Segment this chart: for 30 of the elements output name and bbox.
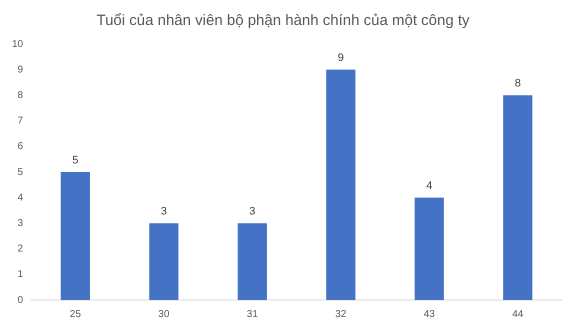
y-tick-label: 6 [18,141,24,152]
bar [149,223,178,300]
bar [238,223,267,300]
y-tick-label: 8 [18,90,24,101]
bar [326,70,356,300]
data-label: 9 [338,52,344,64]
y-tick-label: 1 [18,269,24,280]
bar [503,95,532,300]
x-tick-label: 43 [424,308,436,320]
chart-title: Tuổi của nhân viên bộ phận hành chính của một công ty [96,12,470,30]
x-tick-label: 32 [335,308,347,320]
data-label: 3 [160,206,167,218]
y-tick-label: 3 [18,218,24,229]
data-label: 8 [514,78,521,90]
y-tick-label: 9 [18,64,24,76]
data-label: 5 [72,154,78,167]
x-tick-label: 31 [246,308,258,320]
bar [414,198,444,300]
y-tick-label: 2 [18,244,24,255]
y-tick-label: 7 [18,116,24,127]
y-tick-label: 4 [18,192,24,204]
y-tick-label: 0 [18,294,24,306]
x-tick-label: 25 [70,308,82,320]
x-tick-label: 30 [158,308,170,320]
data-label: 3 [249,206,256,218]
bar [60,172,90,300]
y-tick-label: 5 [18,166,24,178]
y-tick-label: 10 [12,38,24,50]
x-tick-label: 44 [512,308,524,320]
data-label: 4 [426,180,432,192]
